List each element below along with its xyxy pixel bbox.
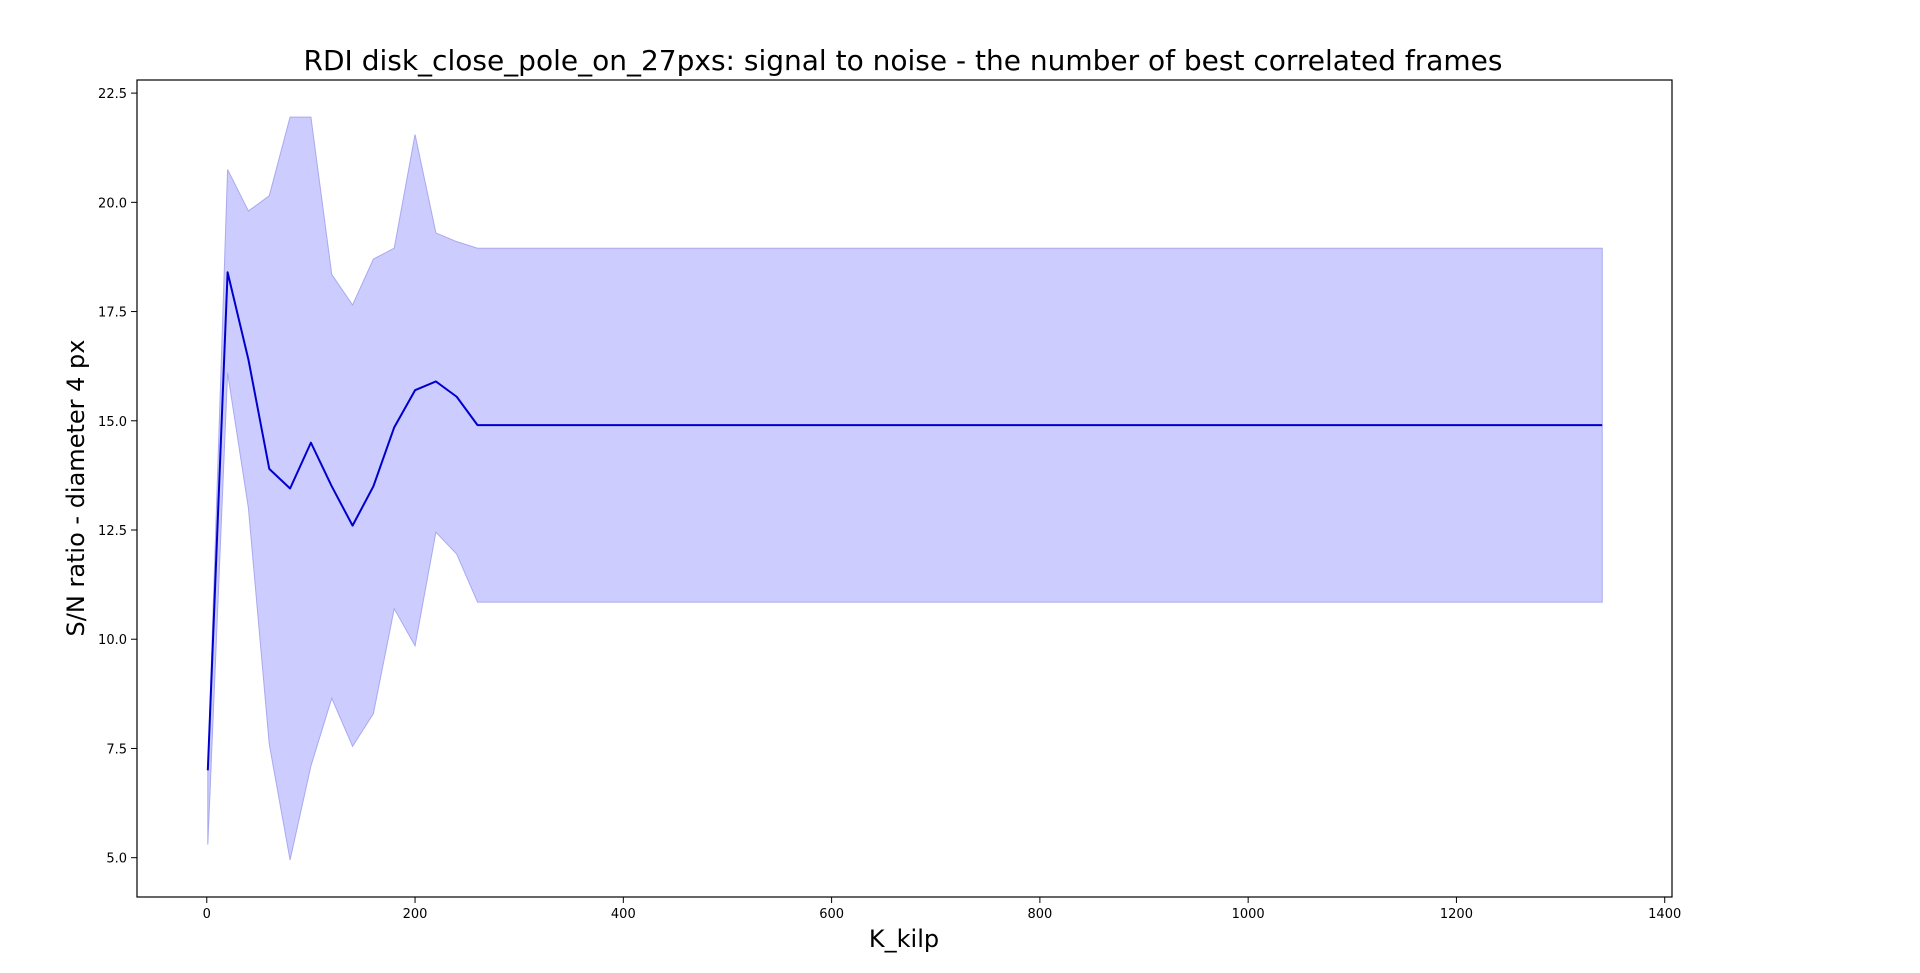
x-axis-ticks: 0 200 400 600 800 1000 1200 1400 [203, 897, 1681, 922]
x-tick-label: 0 [203, 907, 211, 922]
y-tick-label: 10.0 [98, 633, 127, 648]
y-tick-label: 22.5 [98, 87, 127, 102]
chart-title: RDI disk_close_pole_on_27pxs: signal to … [304, 44, 1503, 77]
x-tick-label: 1000 [1232, 907, 1265, 922]
y-tick-label: 7.5 [106, 742, 127, 757]
y-tick-label: 17.5 [98, 306, 127, 321]
y-tick-label: 15.0 [98, 415, 127, 430]
series-line-layer [206, 271, 1603, 771]
plot-area-frame [136, 79, 1673, 898]
x-tick-label: 200 [403, 907, 428, 922]
confidence-band [207, 116, 1603, 860]
y-tick-label: 12.5 [98, 524, 127, 539]
y-tick-label: 20.0 [98, 196, 127, 211]
series-line [206, 271, 1603, 771]
x-tick-label: 800 [1027, 907, 1052, 922]
x-tick-label: 400 [611, 907, 636, 922]
confidence-band-layer [207, 116, 1603, 860]
x-tick-label: 600 [819, 907, 844, 922]
x-tick-label: 1200 [1440, 907, 1473, 922]
y-tick-label: 5.0 [106, 852, 127, 867]
x-axis-title: K_kilp [869, 925, 939, 953]
y-axis-ticks: 5.0 7.5 10.0 12.5 15.0 17.5 20.0 22.5 [98, 87, 137, 867]
x-tick-label: 1400 [1648, 907, 1681, 922]
y-axis-title: S/N ratio - diameter 4 px [62, 340, 90, 637]
